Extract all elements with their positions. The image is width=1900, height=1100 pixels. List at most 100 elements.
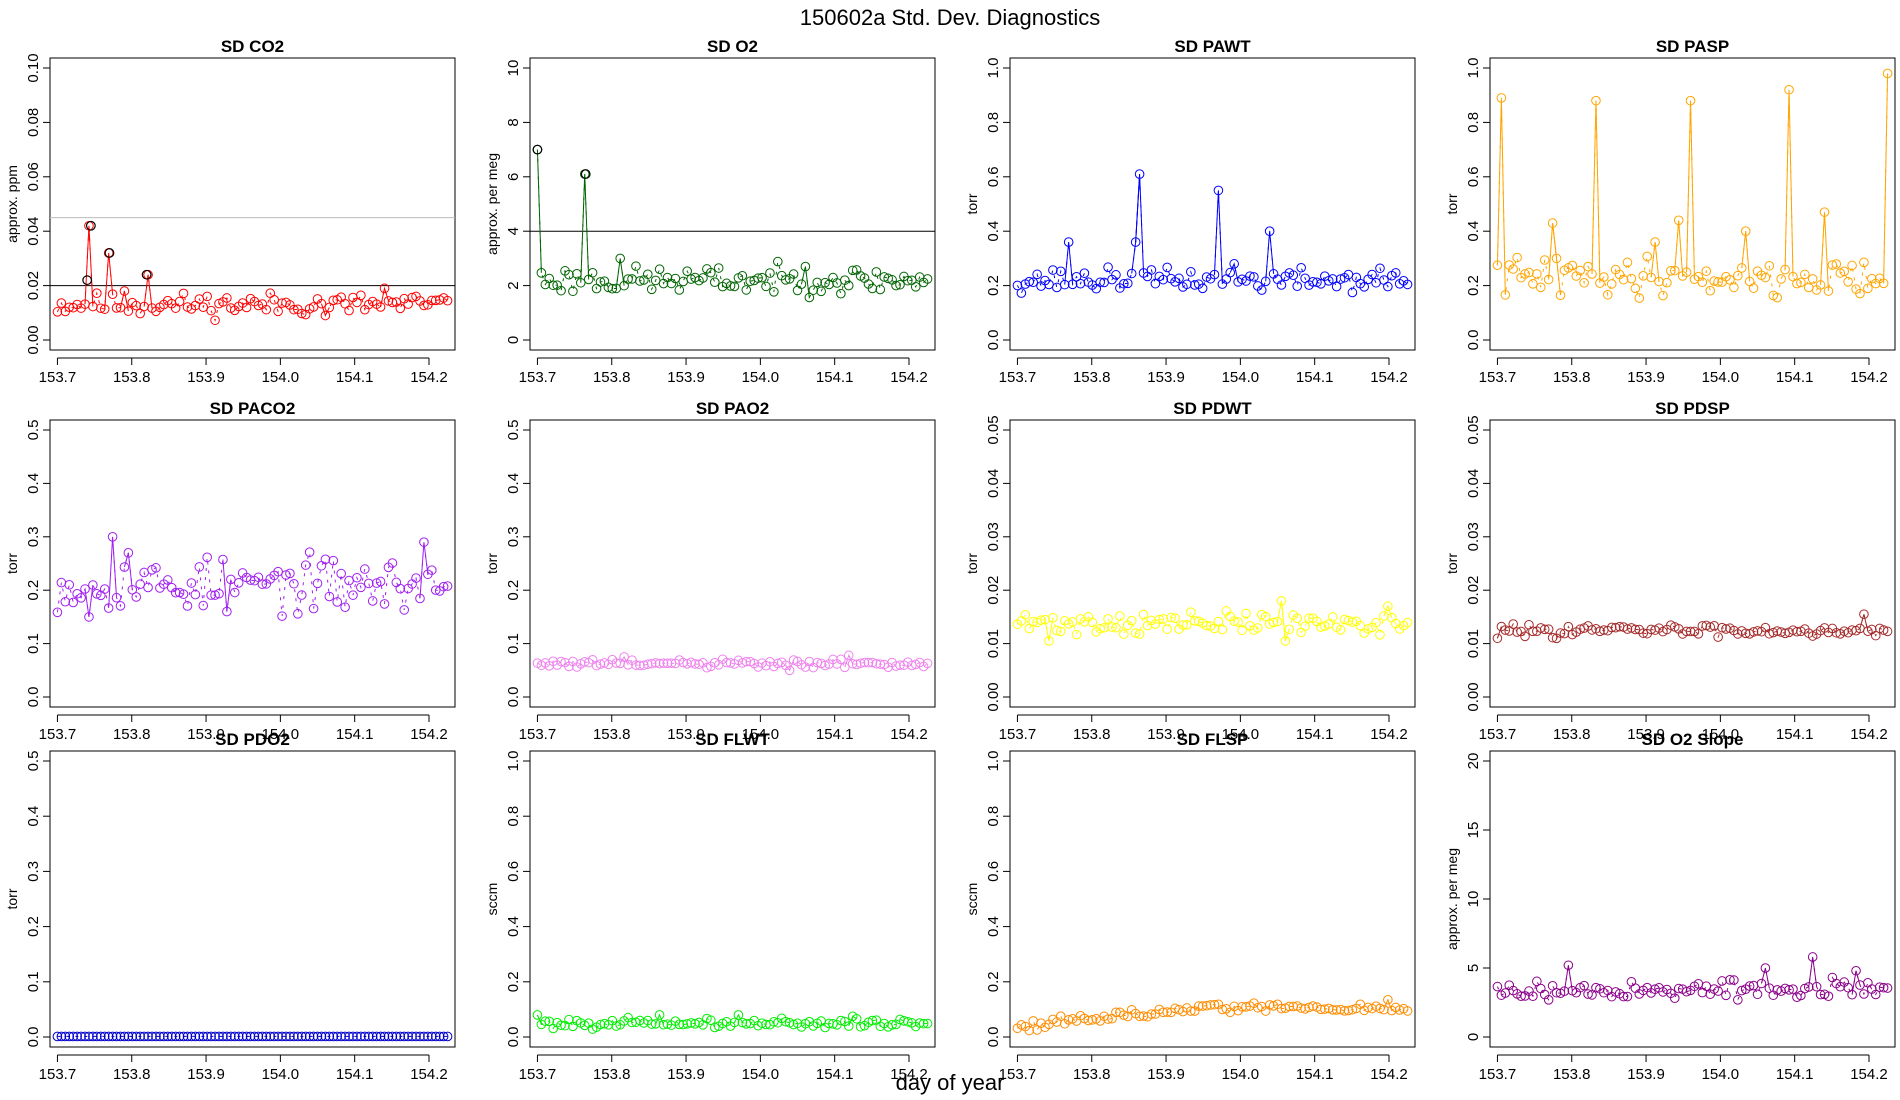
data-point xyxy=(218,554,228,565)
data-point xyxy=(1055,266,1066,277)
data-point xyxy=(356,582,366,593)
y-tick-label: 1.0 xyxy=(985,751,1002,772)
data-point xyxy=(332,597,343,607)
series-line xyxy=(1017,600,1408,642)
data-point xyxy=(430,1031,441,1042)
data-point xyxy=(1327,612,1338,622)
y-axis-label: torr xyxy=(964,553,980,574)
data-point xyxy=(202,552,212,563)
x-tick-label: 153.7 xyxy=(999,369,1037,386)
x-tick-label: 153.9 xyxy=(1627,369,1665,386)
data-point xyxy=(1713,986,1723,996)
data-point xyxy=(1772,985,1783,995)
y-tick-label: 0.10 xyxy=(25,53,42,82)
y-tick-label: 0.0 xyxy=(985,1027,1002,1048)
series-line xyxy=(1017,998,1408,1032)
data-point xyxy=(411,573,421,583)
y-tick-label: 0.4 xyxy=(505,473,522,494)
x-tick-label: 153.7 xyxy=(39,1066,77,1083)
data-point xyxy=(1512,252,1522,263)
data-point xyxy=(131,1031,142,1042)
data-point xyxy=(273,306,283,317)
data-point xyxy=(682,659,692,669)
data-point xyxy=(1134,629,1145,639)
data-point xyxy=(1284,624,1295,635)
data-point xyxy=(269,1031,279,1042)
spike-segment xyxy=(1563,965,1573,992)
data-point xyxy=(654,264,665,275)
data-point xyxy=(379,599,390,609)
data-point xyxy=(123,1031,134,1042)
data-point xyxy=(206,305,216,316)
data-point xyxy=(1225,267,1236,278)
data-point xyxy=(1803,982,1814,992)
data-point xyxy=(391,577,402,588)
y-tick-label: 10 xyxy=(505,60,522,77)
spike-segment xyxy=(1213,190,1223,285)
data-point xyxy=(1681,986,1692,997)
data-point xyxy=(438,581,449,592)
spike-segment xyxy=(419,542,429,599)
x-tick-label: 154.2 xyxy=(1370,1066,1408,1083)
y-tick-label: 0.2 xyxy=(1465,275,1482,296)
data-point xyxy=(1375,263,1385,274)
data-point xyxy=(867,1015,878,1026)
data-point xyxy=(662,658,673,669)
data-point xyxy=(836,288,846,299)
data-point xyxy=(725,281,736,291)
data-point xyxy=(855,658,866,669)
data-point xyxy=(556,656,566,667)
data-point xyxy=(76,592,86,603)
data-point xyxy=(356,1031,366,1042)
data-point xyxy=(1630,983,1641,993)
spike-segment xyxy=(536,1014,542,1025)
data-point xyxy=(1669,265,1680,276)
data-point xyxy=(348,1031,358,1042)
data-point xyxy=(1733,995,1743,1005)
data-point xyxy=(1878,278,1889,289)
data-point xyxy=(312,1031,323,1042)
data-point xyxy=(178,589,189,600)
data-point xyxy=(1555,628,1566,638)
data-point xyxy=(277,611,287,621)
y-tick-label: 0.0 xyxy=(25,687,42,708)
x-tick-label: 153.8 xyxy=(1073,1066,1111,1083)
data-point xyxy=(1071,629,1082,640)
x-tick-label: 153.7 xyxy=(519,1066,557,1083)
data-point xyxy=(1579,980,1589,991)
data-point xyxy=(1776,274,1786,284)
data-point xyxy=(1347,287,1358,298)
x-tick-label: 154.0 xyxy=(1222,1066,1260,1083)
data-point xyxy=(344,1031,354,1042)
x-tick-label: 154.1 xyxy=(1776,369,1814,386)
y-tick-label: 0.1 xyxy=(25,971,42,992)
data-point xyxy=(1555,290,1566,301)
data-point xyxy=(1402,279,1413,290)
data-point xyxy=(1359,282,1370,292)
data-point xyxy=(642,659,653,670)
data-point xyxy=(1744,981,1755,991)
data-point xyxy=(568,286,578,297)
data-point xyxy=(352,1031,362,1042)
panel-sd-pasp: SD PASP torr 0.0 0.2 0.4 0.6 0.8 1.0 153.7 153.8 1… xyxy=(1444,37,1896,386)
data-point xyxy=(1320,1004,1330,1014)
data-point xyxy=(843,1021,854,1031)
data-point xyxy=(1209,269,1220,280)
data-point xyxy=(1213,616,1224,627)
data-point xyxy=(115,601,126,611)
data-point xyxy=(320,310,331,321)
data-point xyxy=(1067,279,1078,290)
data-point xyxy=(52,307,63,317)
data-point xyxy=(757,1018,767,1028)
series-line xyxy=(1496,614,1888,639)
data-point xyxy=(1327,1005,1338,1015)
plot-frame xyxy=(1489,419,1896,708)
y-tick-label: 1.0 xyxy=(1465,58,1482,79)
y-tick-label: 0.1 xyxy=(505,633,522,654)
x-tick-label: 154.1 xyxy=(816,369,854,386)
x-tick-label: 154.0 xyxy=(262,369,300,386)
data-point xyxy=(1217,624,1228,635)
x-tick-label: 153.9 xyxy=(1627,726,1665,743)
y-tick-label: 0.8 xyxy=(505,806,522,827)
y-tick-label: 0.1 xyxy=(25,633,42,654)
